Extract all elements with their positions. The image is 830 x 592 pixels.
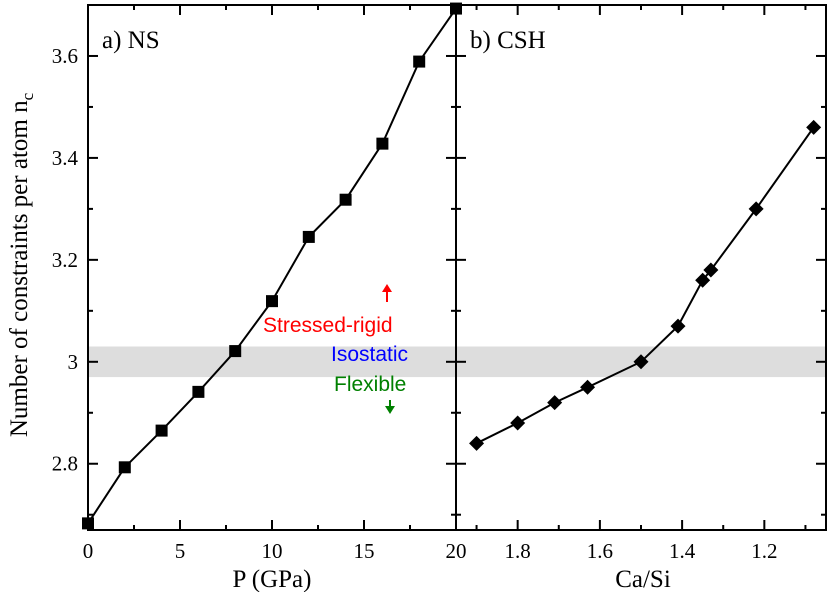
csh-data-point [633,354,649,370]
ns-data-point [192,385,205,398]
panel-b-frame [455,4,827,531]
csh-data-point [580,379,596,395]
ns-data-point [413,55,426,68]
csh-data-point [703,262,719,278]
y-axis-title-subscript: c [18,92,37,100]
x-axis-title-b: Ca/Si [615,566,671,592]
csh-markers [469,119,822,451]
ns-data-point [376,137,389,150]
flexible-arrow-head-icon [385,406,395,414]
y-tick-label: 3.4 [52,146,79,170]
panel-a-frame [87,4,457,531]
csh-data-point [695,272,711,288]
csh-data-point [547,395,563,411]
y-tick-label: 2.8 [52,452,78,476]
x-tick-label-b: 1.2 [751,539,777,563]
y-axis-title: Number of constraints per atom nc [6,92,37,437]
csh-data-point [469,435,485,451]
panel-a-ticks: 0 5 10 15 20 2.8 3 3.2 3.4 3.6 [52,5,467,563]
y-axis-title-text: Number of constraints per atom n [6,100,33,437]
stressed-rigid-arrow-head-icon [382,284,392,292]
csh-data-point [510,415,526,431]
csh-series-line [476,126,815,445]
y-tick-label: 3 [68,350,79,374]
ns-data-point [339,193,352,206]
y-tick-label: 3.2 [52,248,78,272]
x-tick-label-a: 15 [354,539,375,563]
panel-b-ticks: 1.8 1.6 1.4 1.2 [456,5,826,563]
isostatic-label: Isostatic [331,343,408,366]
ns-data-point [229,345,242,358]
ns-data-point [155,424,168,437]
ns-series-line [87,8,457,524]
csh-data-point [806,119,822,135]
ns-data-point [266,295,278,308]
ns-markers [82,2,462,530]
panel-b-label: b) CSH [470,27,546,54]
csh-data-point [748,201,764,217]
x-tick-label-b: 1.6 [587,539,613,563]
x-tick-label-b: 1.4 [669,539,696,563]
x-axis-title-a: P (GPa) [233,566,312,592]
ns-data-point [302,230,315,243]
csh-data-point [670,318,686,334]
x-tick-label-a: 0 [83,539,94,563]
isostatic-band-a [88,346,456,378]
y-tick-label: 3.6 [52,44,78,68]
x-tick-label-b: 1.8 [505,539,531,563]
ns-data-point [118,461,131,474]
panel-a-label: a) NS [102,27,160,54]
svg-text:Number of constraints per atom: Number of constraints per atom nc [6,92,37,437]
stressed-rigid-label: Stressed-rigid [263,314,393,337]
x-tick-label-a: 20 [446,539,467,563]
flexible-label: Flexible [334,373,406,396]
region-annotations: Stressed-rigid Isostatic Flexible [263,284,408,414]
x-tick-label-a: 5 [175,539,186,563]
x-tick-label-a: 10 [262,539,283,563]
